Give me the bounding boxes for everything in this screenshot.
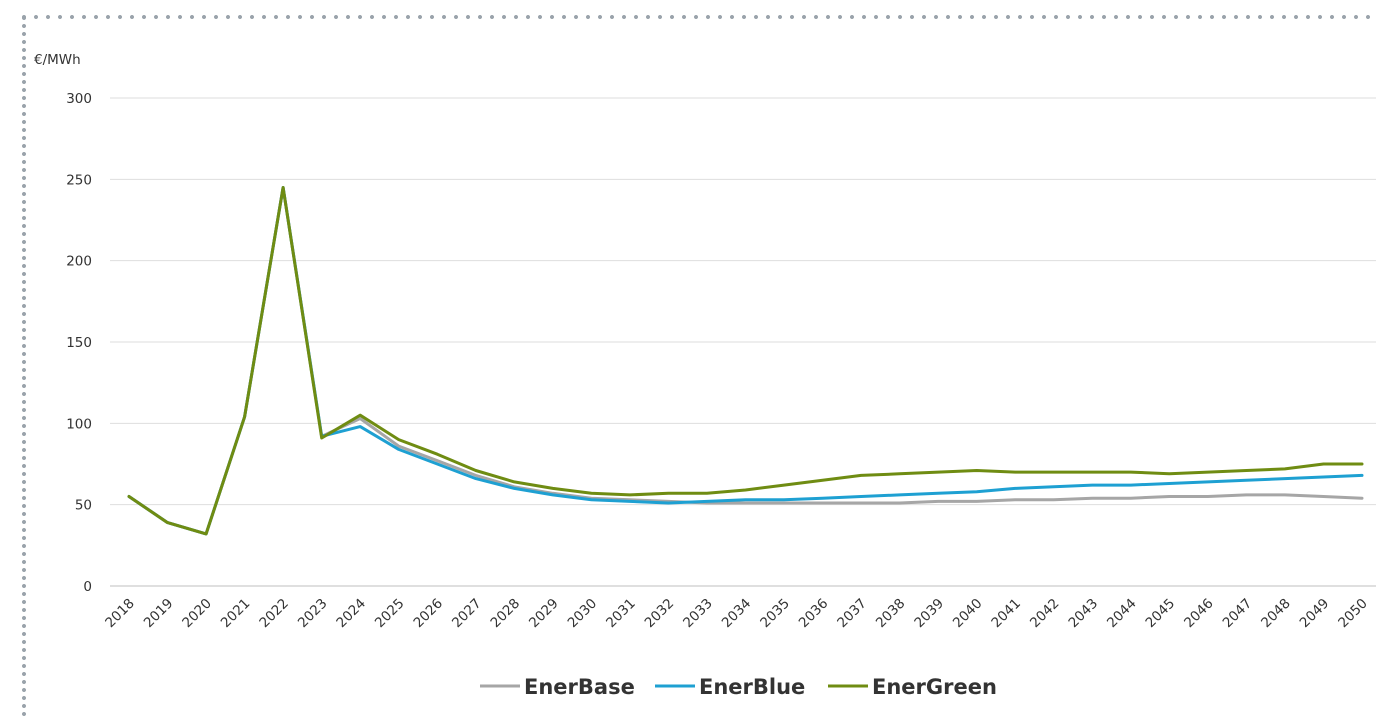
frame-dotted-border-left [21,14,27,716]
series-line-energreen [127,186,1364,536]
series-line-enerblue [127,186,1364,536]
y-axis-ticks: 0 50 100 150 200 250 300 [66,91,92,595]
x-tick-label: 2022 [256,596,292,632]
x-tick-label: 2042 [1027,596,1063,632]
y-axis-unit-label: €/MWh [34,52,81,68]
x-tick-label: 2029 [526,596,562,632]
x-tick-label: 2035 [757,596,793,632]
x-tick-label: 2032 [642,596,678,632]
legend-label-enerbase: EnerBase [524,675,635,699]
x-tick-label: 2050 [1335,596,1371,632]
x-tick-label: 2038 [873,596,909,632]
y-tick-label: 300 [66,91,92,107]
x-tick-label: 2026 [410,596,446,632]
legend-label-enerblue: EnerBlue [699,675,805,699]
y-tick-label: 200 [66,254,92,270]
x-tick-label: 2018 [102,596,138,632]
y-tick-label: 150 [66,335,92,351]
x-tick-label: 2039 [911,596,947,632]
x-tick-label: 2033 [680,596,716,632]
x-tick-label: 2025 [372,596,408,632]
x-tick-label: 2027 [449,596,485,632]
x-tick-label: 2024 [333,596,369,632]
x-tick-label: 2020 [179,596,215,632]
x-tick-label: 2048 [1258,596,1294,632]
x-tick-label: 2031 [603,596,639,632]
x-tick-label: 2021 [218,596,254,632]
y-tick-label: 50 [75,498,92,514]
x-tick-label: 2037 [834,596,870,632]
x-tick-label: 2036 [796,596,832,632]
x-tick-label: 2030 [565,596,601,632]
x-axis-ticks: 2018 2019 2020 2021 2022 2023 2024 2025 2026 2027… [102,596,1371,632]
x-tick-label: 2023 [295,596,331,632]
x-tick-label: 2046 [1181,596,1217,632]
x-tick-label: 2019 [141,596,177,632]
x-tick-label: 2034 [719,596,755,632]
legend: EnerBase EnerBlue EnerGreen [480,675,997,699]
frame-dotted-border-top [18,14,1374,20]
y-tick-label: 0 [83,579,92,595]
series-lines [127,186,1364,536]
x-tick-label: 2047 [1220,596,1256,632]
y-tick-label: 100 [66,416,92,432]
x-tick-label: 2041 [988,596,1024,632]
x-tick-label: 2044 [1104,596,1140,632]
x-tick-label: 2043 [1066,596,1102,632]
x-tick-label: 2049 [1297,596,1333,632]
legend-label-energreen: EnerGreen [872,675,997,699]
y-tick-label: 250 [66,172,92,188]
x-tick-label: 2040 [950,596,986,632]
x-tick-label: 2028 [488,596,524,632]
gridlines [110,97,1376,587]
x-tick-label: 2045 [1143,596,1179,632]
